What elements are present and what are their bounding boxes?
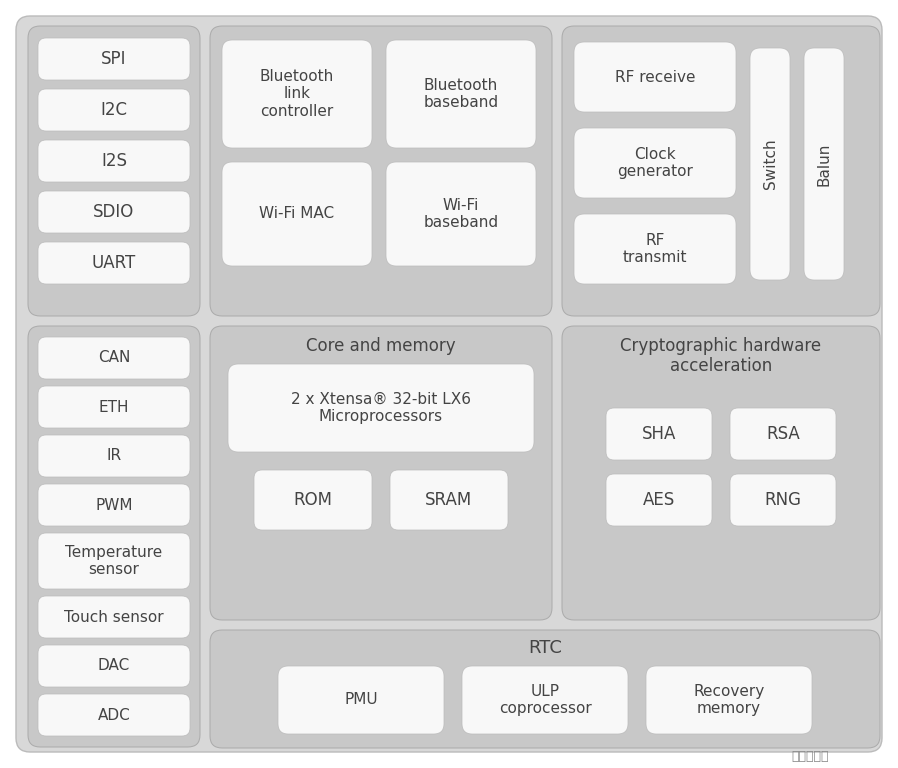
- Text: IR: IR: [107, 449, 121, 464]
- FancyBboxPatch shape: [574, 42, 736, 112]
- FancyBboxPatch shape: [222, 162, 372, 266]
- FancyBboxPatch shape: [38, 89, 190, 131]
- FancyBboxPatch shape: [210, 326, 552, 620]
- FancyBboxPatch shape: [730, 408, 836, 460]
- FancyBboxPatch shape: [386, 40, 536, 148]
- FancyBboxPatch shape: [210, 26, 552, 316]
- Text: Clock
generator: Clock generator: [617, 147, 693, 179]
- FancyBboxPatch shape: [646, 666, 812, 734]
- FancyBboxPatch shape: [386, 162, 536, 266]
- Text: Touch sensor: Touch sensor: [64, 610, 163, 624]
- Text: RF
transmit: RF transmit: [622, 233, 687, 265]
- Text: PWM: PWM: [95, 498, 133, 512]
- Text: Core and memory: Core and memory: [306, 337, 456, 355]
- Text: AES: AES: [643, 491, 675, 509]
- Text: ROM: ROM: [294, 491, 332, 509]
- FancyBboxPatch shape: [38, 596, 190, 638]
- FancyBboxPatch shape: [38, 533, 190, 589]
- FancyBboxPatch shape: [562, 26, 880, 316]
- Text: ADC: ADC: [98, 707, 130, 723]
- Text: SDIO: SDIO: [93, 203, 135, 221]
- FancyBboxPatch shape: [28, 326, 200, 747]
- FancyBboxPatch shape: [228, 364, 534, 452]
- FancyBboxPatch shape: [390, 470, 508, 530]
- FancyBboxPatch shape: [38, 645, 190, 687]
- Text: SHA: SHA: [642, 425, 676, 443]
- FancyBboxPatch shape: [38, 386, 190, 428]
- Text: I2S: I2S: [101, 152, 127, 170]
- Text: PMU: PMU: [344, 693, 378, 707]
- FancyBboxPatch shape: [278, 666, 444, 734]
- Text: Temperature
sensor: Temperature sensor: [66, 545, 163, 578]
- FancyBboxPatch shape: [462, 666, 628, 734]
- Text: RTC: RTC: [528, 639, 562, 657]
- FancyBboxPatch shape: [562, 326, 880, 620]
- Text: UART: UART: [92, 254, 136, 272]
- FancyBboxPatch shape: [38, 38, 190, 80]
- Text: Wi-Fi MAC: Wi-Fi MAC: [260, 207, 335, 221]
- FancyBboxPatch shape: [574, 128, 736, 198]
- FancyBboxPatch shape: [28, 26, 200, 316]
- FancyBboxPatch shape: [606, 408, 712, 460]
- Text: RSA: RSA: [766, 425, 800, 443]
- Text: SRAM: SRAM: [426, 491, 472, 509]
- Text: Bluetooth
link
controller: Bluetooth link controller: [260, 69, 334, 119]
- Text: RNG: RNG: [764, 491, 802, 509]
- FancyBboxPatch shape: [574, 214, 736, 284]
- FancyBboxPatch shape: [730, 474, 836, 526]
- Text: ULP
coprocessor: ULP coprocessor: [498, 684, 592, 717]
- FancyBboxPatch shape: [38, 484, 190, 526]
- Text: Switch: Switch: [762, 139, 778, 190]
- FancyBboxPatch shape: [210, 630, 880, 748]
- FancyBboxPatch shape: [750, 48, 790, 280]
- FancyBboxPatch shape: [38, 694, 190, 736]
- Text: DAC: DAC: [98, 658, 130, 674]
- FancyBboxPatch shape: [16, 16, 882, 752]
- FancyBboxPatch shape: [38, 140, 190, 182]
- Text: I2C: I2C: [101, 101, 128, 119]
- Text: Wi-Fi
baseband: Wi-Fi baseband: [424, 198, 498, 230]
- FancyBboxPatch shape: [254, 470, 372, 530]
- Text: CAN: CAN: [98, 350, 130, 366]
- Text: Bluetooth
baseband: Bluetooth baseband: [424, 78, 498, 110]
- FancyBboxPatch shape: [804, 48, 844, 280]
- Text: Cryptographic hardware
acceleration: Cryptographic hardware acceleration: [621, 336, 822, 376]
- Text: 铁熊玩创客: 铁熊玩创客: [791, 750, 829, 763]
- FancyBboxPatch shape: [38, 191, 190, 233]
- Text: ETH: ETH: [99, 399, 129, 415]
- Text: 2 x Xtensa® 32-bit LX6
Microprocessors: 2 x Xtensa® 32-bit LX6 Microprocessors: [291, 392, 471, 424]
- Text: RF receive: RF receive: [615, 69, 695, 84]
- Text: Balun: Balun: [816, 142, 832, 186]
- FancyBboxPatch shape: [222, 40, 372, 148]
- FancyBboxPatch shape: [38, 242, 190, 284]
- Text: Recovery
memory: Recovery memory: [693, 684, 764, 717]
- FancyBboxPatch shape: [38, 435, 190, 477]
- FancyBboxPatch shape: [606, 474, 712, 526]
- FancyBboxPatch shape: [38, 337, 190, 379]
- Text: SPI: SPI: [101, 50, 127, 68]
